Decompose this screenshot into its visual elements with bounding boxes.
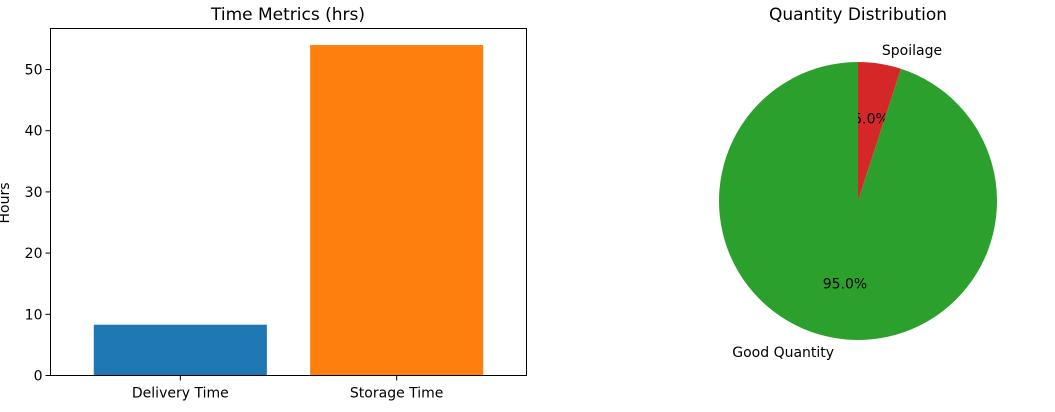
pie-pct-label-good-quantity: 95.0% [823, 276, 867, 292]
x-tick-label-storage-time: Storage Time [350, 386, 444, 402]
x-axis-ticks: Delivery Time Storage Time [132, 375, 444, 402]
y-axis-label: Hours [0, 182, 13, 223]
y-tick-label: 10 [25, 307, 43, 323]
pie-label-spoilage: Spoilage [882, 43, 942, 59]
y-tick-label: 40 [25, 124, 43, 140]
pie-slice-good-quantity [718, 62, 997, 341]
pie-chart: Quantity Distribution 5.0% Spoilage 95.0% G… [718, 5, 997, 361]
pie-pct-label-spoilage: 5.0% [853, 112, 889, 128]
y-tick-label: 20 [25, 246, 43, 262]
pie-label-good-quantity: Good Quantity [732, 345, 834, 361]
y-tick-label: 0 [34, 369, 43, 385]
bar-chart: Time Metrics (hrs) Hours 0 10 20 30 40 50 Del… [0, 5, 527, 402]
y-tick-label: 30 [25, 185, 43, 201]
y-axis-ticks: 0 10 20 30 40 50 [25, 63, 51, 385]
bar-marks [93, 45, 484, 376]
bar-delivery-time [93, 324, 267, 376]
pie-slice-spoilage [858, 62, 901, 201]
y-tick-label: 50 [25, 63, 43, 79]
bar-plot-frame [50, 28, 527, 376]
pie-marks: 5.0% Spoilage 95.0% Good Quantity [718, 43, 997, 361]
x-tick-label-delivery-time: Delivery Time [132, 386, 229, 402]
bar-storage-time [310, 45, 484, 376]
pie-chart-title: Quantity Distribution [769, 5, 947, 25]
bar-chart-title: Time Metrics (hrs) [210, 5, 365, 25]
